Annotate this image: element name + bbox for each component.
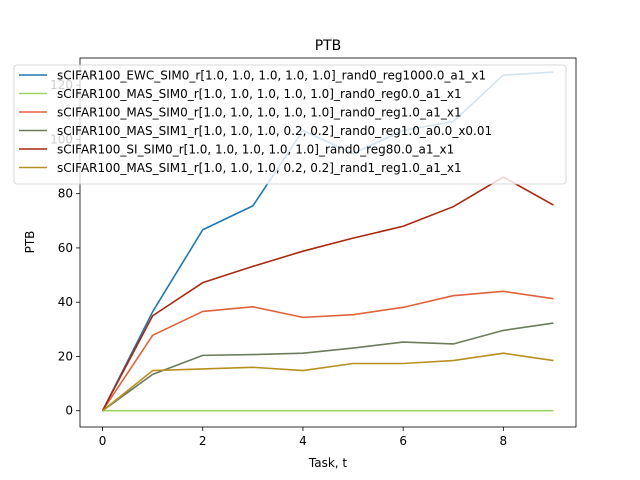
legend-entry: sCIFAR100_EWC_SIM0_r[1.0, 1.0, 1.0, 1.0,… [57, 69, 486, 83]
y-tick-label: 0 [65, 404, 73, 418]
series-line-5 [101, 176, 554, 412]
legend-box [13, 64, 567, 185]
legend-entry: sCIFAR100_MAS_SIM1_r[1.0, 1.0, 1.0, 0.2,… [57, 124, 492, 138]
y-axis-label: PTB [23, 231, 37, 254]
legend-entry: sCIFAR100_MAS_SIM0_r[1.0, 1.0, 1.0, 1.0,… [57, 106, 462, 120]
x-tick-label: 0 [99, 434, 107, 448]
y-tick-label: 80 [58, 187, 73, 201]
x-axis-label: Task, t [308, 456, 348, 470]
legend-entry: sCIFAR100_MAS_SIM0_r[1.0, 1.0, 1.0, 1.0,… [57, 87, 462, 101]
chart-title: PTB [315, 38, 342, 54]
x-tick-label: 8 [500, 434, 508, 448]
y-tick-label: 20 [58, 349, 73, 363]
legend: sCIFAR100_EWC_SIM0_r[1.0, 1.0, 1.0, 1.0,… [13, 64, 567, 185]
series-line-4 [102, 322, 554, 412]
series-line-6 [102, 352, 554, 412]
plot-frame [79, 57, 577, 428]
legend-entry: sCIFAR100_MAS_SIM1_r[1.0, 1.0, 1.0, 0.2,… [57, 161, 462, 175]
x-tick-label: 2 [199, 434, 207, 448]
x-tick-label: 6 [399, 434, 407, 448]
y-tick-label: 40 [58, 295, 73, 309]
x-tick-label: 4 [299, 434, 307, 448]
legend-entry: sCIFAR100_SI_SIM0_r[1.0, 1.0, 1.0, 1.0, … [57, 143, 454, 157]
series-line-3 [101, 290, 554, 412]
y-tick-label: 60 [58, 241, 73, 255]
